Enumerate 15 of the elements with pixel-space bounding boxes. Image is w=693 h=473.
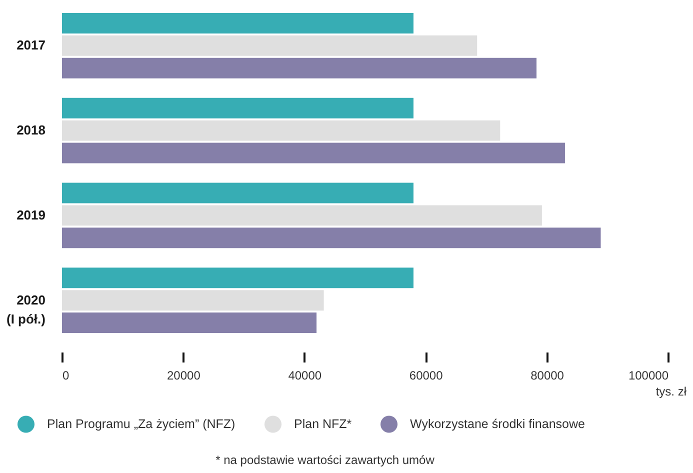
- x-tick-label: 0: [62, 368, 70, 382]
- y-tick-label: 2020 (I pół.): [6, 292, 46, 326]
- x-tick-label: 80000: [530, 368, 564, 382]
- x-tick-label: 20000: [167, 368, 201, 382]
- text: * na podstawie wartości zawartych umów: [216, 453, 435, 467]
- x-tick-label: 40000: [288, 368, 322, 382]
- legend-label: Plan NFZ*: [294, 417, 352, 432]
- y-tick-label: 2018: [16, 122, 46, 138]
- y-tick-label: 2019: [16, 207, 46, 222]
- y-tick-label: 2017: [16, 38, 46, 53]
- x-axis-title: tys. zł: [656, 384, 687, 398]
- x-tick-label: 100000: [628, 368, 669, 382]
- legend-label: Wykorzystane środki finansowe: [410, 417, 586, 432]
- x-tick-label: 60000: [409, 368, 444, 382]
- legend-label: Plan Programu „Za życiem” (NFZ): [47, 417, 236, 432]
